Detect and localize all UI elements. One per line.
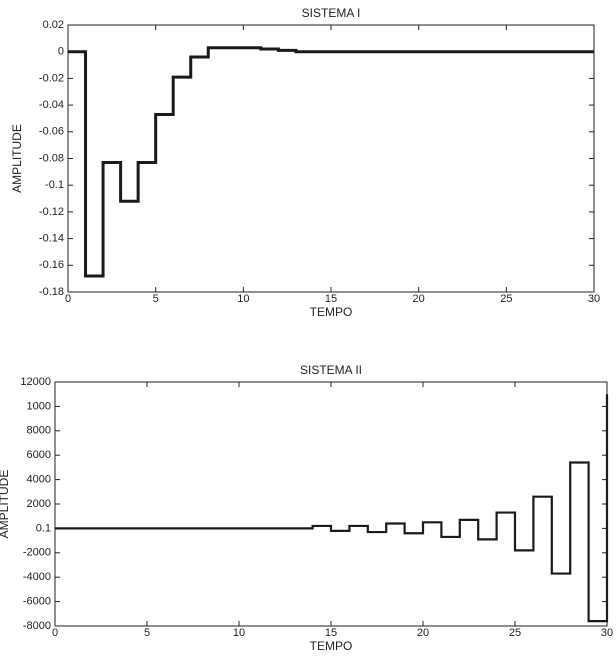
x-tick-label: 30 <box>588 293 600 305</box>
y-tick-label: 8000 <box>27 425 51 437</box>
y-tick-label: 0.1 <box>36 522 51 534</box>
y-tick-label: -0.08 <box>39 152 64 164</box>
step-line <box>68 46 594 278</box>
y-tick-label: -0.04 <box>39 99 64 111</box>
y-tick-label: -4000 <box>23 571 51 583</box>
x-tick-label: 0 <box>65 293 71 305</box>
y-tick-label: -2000 <box>23 547 51 559</box>
y-axis-label: AMPLITUDE <box>10 124 24 193</box>
y-tick-label: 0.02 <box>43 19 64 31</box>
y-tick-label: 6000 <box>27 449 51 461</box>
y-tick-label: -0.12 <box>39 206 64 218</box>
x-tick-label: 20 <box>417 627 429 639</box>
x-axis-label: TEMPO <box>310 305 353 319</box>
plot-frame <box>67 24 595 293</box>
y-tick-label: -0.18 <box>39 286 64 298</box>
y-tick-label: -6000 <box>23 596 51 608</box>
y-tick-label: -0.06 <box>39 126 64 138</box>
y-tick-label: 12000 <box>20 376 51 388</box>
x-tick-label: 10 <box>237 293 249 305</box>
x-tick-label: 30 <box>601 627 613 639</box>
x-tick-label: 0 <box>52 627 58 639</box>
y-axis-label: AMPLITUDE <box>0 470 11 539</box>
x-tick-label: 20 <box>413 293 425 305</box>
x-tick-label: 5 <box>144 627 150 639</box>
chart-title: SISTEMA I <box>302 6 361 20</box>
y-tick-label: -8000 <box>23 620 51 632</box>
x-tick-label: 15 <box>325 293 337 305</box>
y-tick-label: 1000 <box>27 400 51 412</box>
y-tick-label: -0.14 <box>39 233 64 245</box>
plot-frame <box>54 381 608 627</box>
x-tick-label: 25 <box>509 627 521 639</box>
y-tick-label: 2000 <box>27 498 51 510</box>
x-tick-label: 10 <box>233 627 245 639</box>
x-tick-label: 15 <box>325 627 337 639</box>
x-axis-label: TEMPO <box>310 639 353 653</box>
y-tick-label: -0.02 <box>39 72 64 84</box>
x-tick-label: 25 <box>500 293 512 305</box>
step-line <box>55 394 609 623</box>
y-tick-label: -0.1 <box>45 179 64 191</box>
chart-title: SISTEMA II <box>300 363 362 377</box>
x-tick-label: 5 <box>153 293 159 305</box>
y-tick-label: 4000 <box>27 474 51 486</box>
y-tick-label: -0.16 <box>39 259 64 271</box>
y-tick-label: 0 <box>58 46 64 58</box>
